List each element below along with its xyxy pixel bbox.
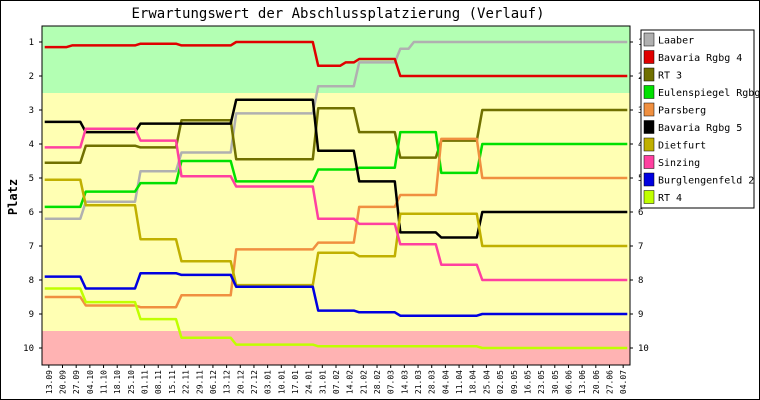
legend-swatch <box>643 102 655 117</box>
legend-swatch <box>643 85 655 99</box>
x-tick-label: 13.12 <box>223 370 232 394</box>
y-tick-label-left: 1 <box>29 38 34 48</box>
x-tick-label: 09.05 <box>510 370 519 394</box>
series-line-4 <box>44 137 628 309</box>
legend-entry-label: Sinzing <box>658 158 700 169</box>
legend-swatch <box>643 50 655 64</box>
x-tick-label: 06.06 <box>564 370 573 394</box>
series-line-7 <box>44 127 628 282</box>
legend-box <box>640 29 755 209</box>
y-tick-label-left: 8 <box>29 276 34 286</box>
y-tick-label-left: 7 <box>29 242 34 252</box>
y-tick-label-left: 5 <box>29 174 34 184</box>
y-tick-label-right: 7 <box>638 242 643 252</box>
x-tick-label: 20.09 <box>59 370 68 394</box>
x-tick-label: 25.04 <box>482 370 491 394</box>
legend-entry-label: Parsberg <box>658 106 706 117</box>
x-tick-label: 21.03 <box>414 370 423 394</box>
legend-swatch <box>643 137 655 152</box>
x-tick-label: 18.04 <box>469 370 478 394</box>
x-tick-label: 14.02 <box>346 370 355 394</box>
legend-entry-label: Laaber <box>658 36 694 47</box>
legend-swatch <box>643 32 655 47</box>
legend-entry-label: Bavaria Rgbg 5 <box>658 123 742 134</box>
legend-swatch <box>643 155 655 169</box>
x-tick-label: 20.06 <box>592 370 601 394</box>
x-tick-label: 07.02 <box>332 370 341 394</box>
legend-entry-label: Eulenspiegel Rgbg <box>658 88 760 99</box>
series-line-1 <box>44 40 628 78</box>
x-tick-label: 21.02 <box>359 370 368 394</box>
x-tick-label: 08.11 <box>154 370 163 394</box>
y-tick-label-left: 2 <box>29 72 34 82</box>
series-line-6 <box>44 178 628 287</box>
x-tick-label: 22.11 <box>182 370 191 394</box>
series-line-8 <box>44 271 628 317</box>
y-tick-label-right: 10 <box>638 344 649 354</box>
x-tick-label: 11.04 <box>455 370 464 394</box>
y-tick-label-left: 3 <box>29 106 34 116</box>
y-tick-label-left: 10 <box>23 344 34 354</box>
x-tick-label: 28.03 <box>428 370 437 394</box>
series-line-2 <box>44 107 628 164</box>
y-axis-label: Platz <box>6 179 20 215</box>
x-tick-label: 01.11 <box>141 370 150 394</box>
y-tick-label-right: 9 <box>638 310 643 320</box>
zone-0 <box>42 26 630 93</box>
y-tick-label-left: 6 <box>29 208 34 218</box>
legend-swatch <box>643 67 655 82</box>
x-tick-label: 25.10 <box>127 370 136 394</box>
x-tick-label: 20.12 <box>236 370 245 394</box>
x-tick-label: 02.05 <box>496 370 505 394</box>
x-tick-label: 27.09 <box>72 370 81 394</box>
x-tick-label: 13.09 <box>45 370 54 394</box>
y-tick-label-left: 4 <box>29 140 34 150</box>
x-tick-label: 15.11 <box>168 370 177 394</box>
legend-swatch <box>643 120 655 134</box>
x-tick-label: 14.03 <box>400 370 409 394</box>
y-tick-label-right: 8 <box>638 276 643 286</box>
x-tick-label: 16.05 <box>523 370 532 394</box>
x-tick-label: 11.10 <box>100 370 109 394</box>
series-lines <box>44 40 628 350</box>
legend-entry-label: Burglengenfeld 2 <box>658 176 754 187</box>
x-tick-label: 04.10 <box>86 370 95 394</box>
x-tick-label: 30.05 <box>551 370 560 394</box>
x-tick-label: 07.03 <box>387 370 396 394</box>
legend: Laaber Bavaria Rgbg 4 RT 3 Eulenspiegel Rgb… <box>640 29 760 209</box>
legend-entry-label: Dietfurt <box>658 141 706 152</box>
series-line-9 <box>44 287 628 350</box>
series-line-0 <box>44 40 628 221</box>
x-tick-label: 24.01 <box>305 370 314 394</box>
x-tick-label: 28.02 <box>373 370 382 394</box>
x-tick-labels: 13.09 20.09 27.09 04.10 11.10 18.10 25.10 01.11… <box>45 365 628 394</box>
legend-entry-label: RT 4 <box>658 193 682 204</box>
x-tick-label: 03.01 <box>264 370 273 394</box>
series-line-5 <box>44 98 628 239</box>
x-tick-label: 06.12 <box>209 370 218 394</box>
legend-swatch <box>643 190 655 204</box>
x-tick-label: 23.05 <box>537 370 546 394</box>
x-tick-label: 10.01 <box>277 370 286 394</box>
x-tick-label: 17.01 <box>291 370 300 394</box>
y-tick-labels-left: 1 2 3 4 5 6 7 8 9 10 <box>23 38 42 354</box>
y-tick-label-left: 9 <box>29 310 34 320</box>
x-tick-label: 18.10 <box>113 370 122 394</box>
chart-title: Erwartungswert der Abschlussplatzierung … <box>131 6 544 22</box>
x-tick-label: 31.01 <box>318 370 327 394</box>
legend-swatch <box>643 172 655 187</box>
x-tick-label: 04.07 <box>619 370 628 394</box>
x-tick-label: 29.11 <box>195 370 204 394</box>
x-tick-label: 13.06 <box>578 370 587 394</box>
series-line-3 <box>44 130 628 209</box>
legend-entry-label: Bavaria Rgbg 4 <box>658 53 742 64</box>
x-tick-label: 04.04 <box>441 370 450 394</box>
x-tick-label: 27.12 <box>250 370 259 394</box>
y-tick-label-right: 6 <box>638 208 643 218</box>
x-tick-label: 27.06 <box>605 370 614 394</box>
legend-entry-label: RT 3 <box>658 71 682 82</box>
